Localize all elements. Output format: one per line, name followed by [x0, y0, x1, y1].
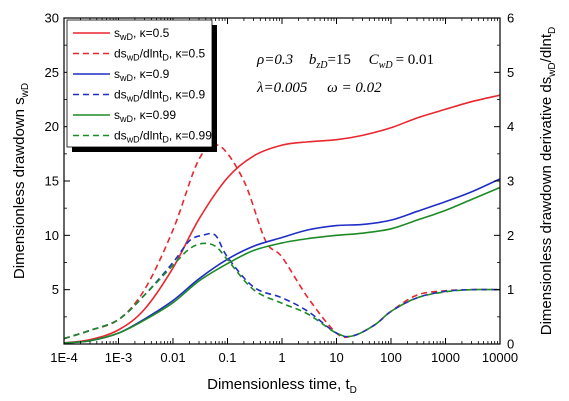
y-left-axis-title: Dimensionless drawdown swD: [11, 83, 31, 279]
param-rho: ρ=0.3: [256, 52, 293, 68]
legend-label-3: dswD/dlntD, κ=0.9: [114, 88, 206, 104]
series-line-1: [64, 143, 500, 340]
legend-label-0: swD, κ=0.5: [114, 26, 170, 42]
y-left-tick-label: 15: [45, 174, 59, 189]
legend-label-4: swD, κ=0.99: [114, 108, 176, 124]
legend-label-2: swD, κ=0.9: [114, 67, 170, 83]
x-tick-label: 10000: [482, 350, 518, 365]
y-left-tick-label: 10: [45, 228, 59, 243]
x-tick-label: 100: [380, 350, 402, 365]
x-tick-label: 1: [278, 350, 285, 365]
series-line-5: [64, 242, 500, 340]
x-tick-label: 1000: [431, 350, 460, 365]
x-tick-label: 1E-4: [50, 350, 77, 365]
legend-label-5: dswD/dlntD, κ=0.99: [114, 129, 212, 145]
param-c-sub: wD: [379, 60, 394, 71]
y-right-axis-title: Dimensionless drawdown derivative dswD/d…: [538, 27, 558, 336]
y-right-tick-label: 5: [507, 65, 514, 80]
param-b-sub: zD: [315, 60, 328, 71]
x-tick-label: 10: [329, 350, 343, 365]
legend-label-1: dswD/dlntD, κ=0.5: [114, 47, 206, 63]
y-left-tick-label: 30: [45, 11, 59, 26]
x-tick-label: 0.01: [160, 350, 185, 365]
y-left-tick-label: 25: [45, 65, 59, 80]
legend-box: [66, 19, 213, 148]
y-right-tick-label: 1: [507, 282, 514, 297]
param-line-2: λ=0.005 ω = 0.02: [256, 80, 382, 96]
x-axis-title: Dimensionless time, tD: [207, 376, 357, 396]
axes-layer: 1E-4 1E-3 0.01 0.1 1 10 100 1000 100005101520253…: [45, 11, 519, 366]
param-b: b: [309, 52, 317, 68]
y-right-tick-label: 4: [507, 119, 514, 134]
param-line-1: ρ=0.3 bzD=15 CwD = 0.01: [256, 52, 434, 71]
param-lambda: λ=0.005: [256, 80, 308, 96]
y-right-tick-label: 0: [507, 337, 514, 352]
series-layer: [64, 94, 500, 344]
series-line-0: [64, 94, 500, 344]
y-left-tick-label: 20: [45, 119, 59, 134]
x-tick-label: 1E-3: [105, 350, 132, 365]
series-line-4: [64, 186, 500, 344]
legend: swD, κ=0.5 dswD/dlntD, κ=0.5 swD, κ=0.9 dsw…: [66, 19, 217, 152]
param-c: C: [369, 52, 380, 68]
y-right-tick-label: 6: [507, 11, 514, 26]
param-b-val: =15: [327, 52, 350, 68]
y-right-tick-label: 2: [507, 228, 514, 243]
series-line-2: [64, 178, 500, 344]
legend-entries: swD, κ=0.5 dswD/dlntD, κ=0.5 swD, κ=0.9 dsw…: [73, 26, 212, 145]
x-tick-label: 0.1: [218, 350, 236, 365]
y-left-tick-label: 5: [52, 282, 59, 297]
series-line-3: [64, 232, 500, 340]
param-c-val: = 0.01: [396, 52, 434, 68]
y-right-tick-label: 3: [507, 174, 514, 189]
param-omega: ω = 0.02: [327, 80, 382, 96]
